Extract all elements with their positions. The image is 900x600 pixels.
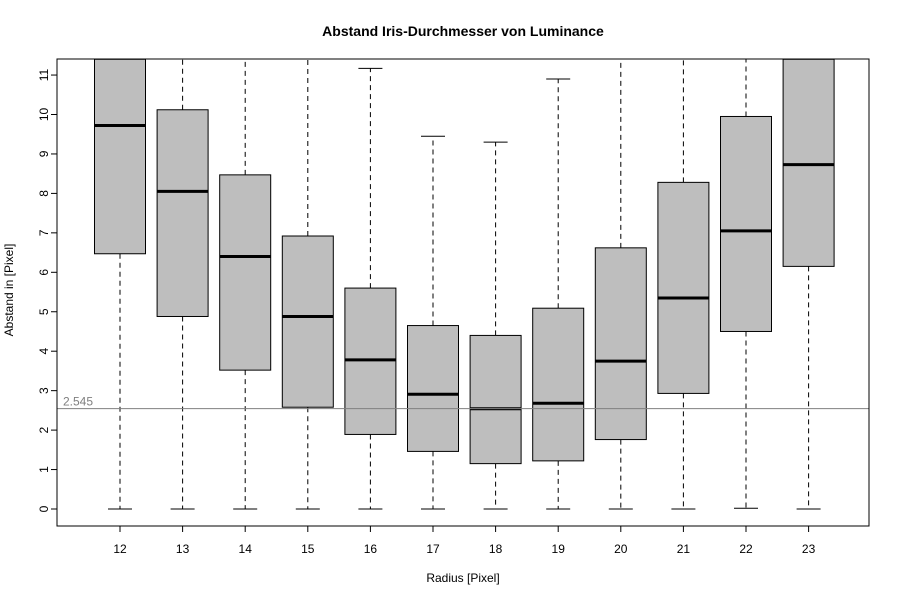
x-tick-label: 12: [113, 542, 127, 556]
x-tick-label: 16: [364, 542, 378, 556]
box-18: [469, 334, 522, 465]
y-tick-label: 7: [37, 229, 51, 236]
y-tick-label: 6: [37, 269, 51, 276]
x-tick-label: 13: [176, 542, 190, 556]
box-20: [594, 247, 647, 441]
y-tick-label: 9: [37, 150, 51, 157]
x-tick-label: 21: [677, 542, 691, 556]
y-tick-label: 2: [37, 426, 51, 433]
x-tick-label: 23: [802, 542, 816, 556]
x-tick-label: 15: [301, 542, 315, 556]
y-tick-label: 8: [37, 190, 51, 197]
box-17: [407, 325, 459, 452]
x-tick-label: 18: [489, 542, 503, 556]
box-22: [720, 115, 772, 332]
box-23: [782, 58, 835, 267]
box-21: [657, 181, 710, 394]
chart-title: Abstand Iris-Durchmesser von Luminance: [322, 23, 604, 39]
y-tick-label: 0: [37, 505, 51, 512]
box-15: [281, 235, 334, 408]
box-12: [94, 58, 146, 255]
y-tick-label: 3: [37, 387, 51, 394]
x-tick-label: 19: [552, 542, 566, 556]
y-axis-label: Abstand in [Pixel]: [2, 244, 16, 337]
y-tick-label: 4: [37, 348, 51, 355]
y-tick-label: 10: [37, 108, 51, 122]
x-tick-label: 22: [739, 542, 753, 556]
x-tick-label: 14: [239, 542, 253, 556]
y-tick-label: 1: [37, 466, 51, 473]
y-tick-label: 11: [37, 69, 51, 82]
plot-frame: [56, 58, 870, 527]
x-tick-label: 17: [426, 542, 440, 556]
reference-line-label: 2.545: [63, 395, 93, 409]
box-13: [156, 109, 209, 317]
box-14: [219, 174, 272, 371]
x-tick-label: 20: [614, 542, 628, 556]
box-19: [532, 307, 585, 462]
y-tick-label: 5: [37, 308, 51, 315]
x-axis-label: Radius [Pixel]: [426, 571, 499, 585]
